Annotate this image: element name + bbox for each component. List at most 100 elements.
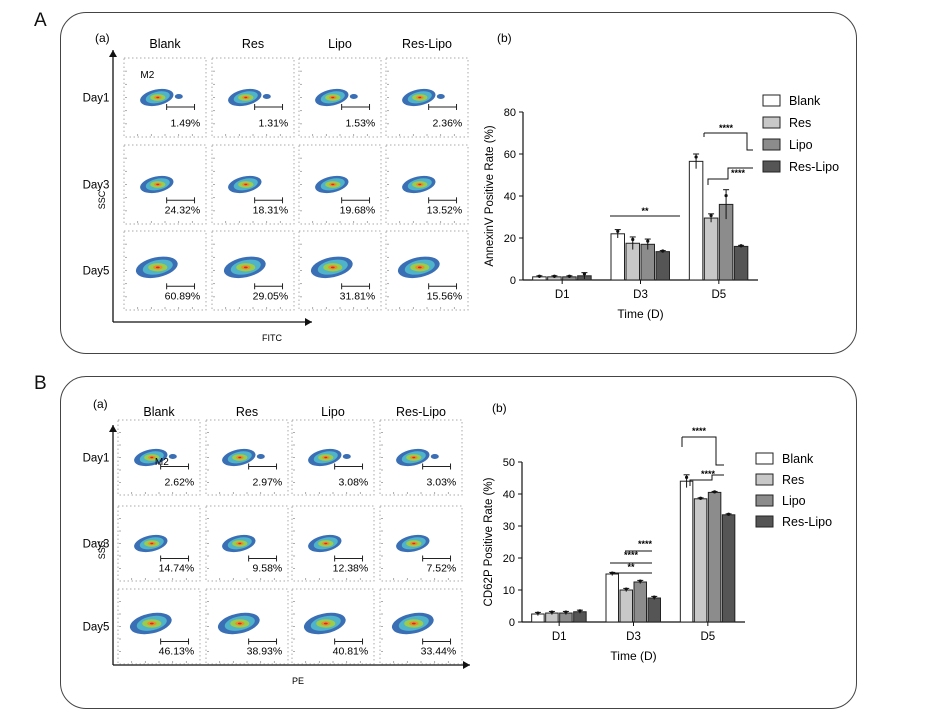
legend-swatch: [755, 452, 774, 465]
bracket-line: [703, 132, 753, 151]
legend-label: Blank: [789, 94, 821, 108]
bar: [605, 573, 619, 623]
percent-label: 46.13%: [159, 645, 195, 657]
percent-label: 1.31%: [258, 118, 288, 130]
percent-label: 1.49%: [170, 118, 200, 130]
data-point: [552, 274, 557, 278]
y-tick-label: 50: [503, 457, 515, 469]
data-point: [726, 512, 731, 516]
density-peak: [411, 622, 416, 625]
y-tick-label: 20: [504, 233, 516, 245]
flow-ylabel: SSC: [97, 190, 107, 209]
flow-plot-cell: 33.44%: [379, 588, 463, 665]
bar: [647, 597, 661, 623]
legend-label: Blank: [782, 452, 814, 466]
flow-plot-cell: 29.05%: [211, 230, 295, 311]
flow-plot-cell: 19.68%: [298, 144, 382, 225]
legend-swatch: [755, 515, 774, 528]
density-satellite: [430, 454, 439, 459]
chart-panel-label: (b): [497, 31, 512, 45]
flow-plot-cell: 15.56%: [385, 230, 469, 311]
flow-row-label: Day3: [83, 180, 110, 192]
significance-label: ****: [638, 539, 653, 549]
significance-bracket: ****: [703, 123, 753, 151]
percent-label: 38.93%: [247, 645, 283, 657]
data-point: [709, 213, 713, 218]
significance-label: **: [627, 562, 635, 572]
significance-bracket: ****: [707, 167, 753, 185]
flow-column-header: Blank: [143, 405, 175, 419]
y-tick-label: 30: [503, 521, 515, 533]
significance-label: **: [641, 206, 649, 216]
percent-label: 18.31%: [253, 205, 289, 217]
data-point: [638, 579, 642, 583]
percent-label: 14.74%: [159, 562, 195, 574]
legend-label: Res: [789, 116, 811, 130]
significance-bracket: ****: [610, 550, 652, 564]
legend-label: Res-Lipo: [782, 515, 832, 529]
flow-plot-cell: 24.32%: [123, 144, 207, 225]
data-point: [684, 475, 689, 479]
data-point: [652, 595, 656, 599]
flow-plot-cell: 1.53%: [298, 57, 382, 138]
flow-plot-cell: 2.36%: [385, 57, 469, 138]
percent-label: 2.36%: [432, 118, 462, 130]
percent-label: 33.44%: [421, 645, 457, 657]
data-point: [578, 609, 582, 613]
flow-column-header: Lipo: [321, 405, 345, 419]
density-peak: [330, 266, 335, 269]
flow-row-label: Day1: [83, 453, 110, 465]
percent-label: 9.58%: [252, 562, 282, 574]
legend-swatch: [762, 160, 781, 173]
panel-b-letter: B: [34, 373, 47, 394]
percent-label: 31.81%: [340, 291, 376, 303]
density-peak: [150, 542, 154, 545]
flow-plot-cell: 12.38%: [291, 505, 375, 582]
significance-bracket: **: [610, 206, 680, 217]
data-point: [567, 274, 572, 278]
percent-label: 29.05%: [253, 291, 289, 303]
flow-column-header: Res: [242, 37, 264, 51]
data-point: [646, 239, 650, 243]
bar: [679, 480, 694, 623]
flow-plot-cell: 40.81%: [291, 588, 375, 665]
bar: [707, 491, 722, 623]
x-tick-label: D1: [552, 631, 567, 643]
bracket-line: [681, 436, 724, 466]
density-peak: [156, 183, 160, 186]
significance-label: ****: [624, 550, 639, 560]
density-satellite: [262, 94, 271, 99]
data-point: [624, 587, 628, 591]
x-axis-title: Time (D): [617, 307, 663, 321]
percent-label: 2.62%: [164, 476, 194, 488]
density-peak: [155, 266, 160, 269]
flow-plot-cell: 18.31%: [211, 144, 295, 225]
bar: [633, 581, 647, 623]
density-peak: [156, 96, 160, 99]
gate-label: M2: [140, 70, 154, 81]
x-axis-arrow: [305, 318, 312, 326]
data-point: [564, 610, 568, 614]
flow-column-header: Res-Lipo: [396, 405, 446, 419]
data-point: [724, 193, 728, 198]
y-tick-label: 0: [510, 275, 516, 287]
density-peak: [417, 266, 422, 269]
flow-plot-cell: 46.13%: [117, 588, 201, 665]
flow-row-label: Day1: [83, 93, 110, 105]
x-tick-label: D3: [626, 631, 641, 643]
density-peak: [244, 96, 248, 99]
flow-plot-cell: 9.58%: [205, 505, 289, 582]
significance-bracket: ****: [625, 539, 653, 552]
flow-plot-cell: 14.74%: [117, 505, 201, 582]
legend-label: Res: [782, 473, 804, 487]
significance-bracket: ****: [689, 469, 724, 486]
significance-bracket: **: [610, 562, 652, 574]
y-axis-title: AnnexinV Positive Rate (%): [484, 125, 496, 266]
significance-label: ****: [692, 426, 707, 436]
density-peak: [238, 456, 242, 459]
density-satellite: [168, 454, 177, 459]
flow-ylabel: SSC: [97, 540, 107, 559]
x-axis-arrow: [463, 661, 470, 669]
